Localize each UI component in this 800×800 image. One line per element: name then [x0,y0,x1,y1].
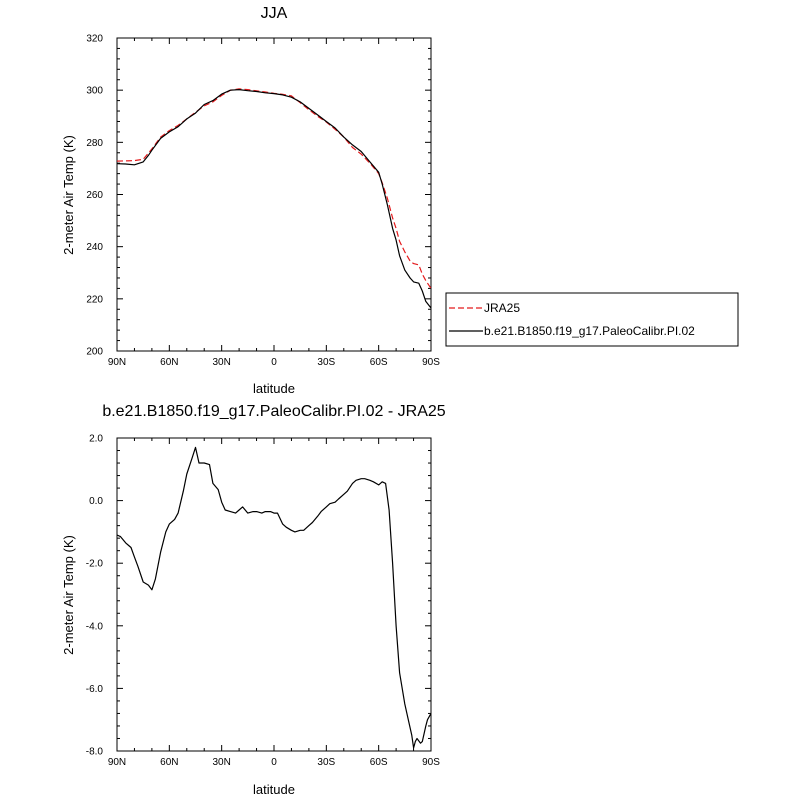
x-tick-label: 30N [212,357,230,368]
x-tick-label: 90N [108,357,126,368]
x-tick-label: 30S [317,757,335,768]
y-tick-label: -8.0 [86,747,104,758]
x-tick-label: 60N [160,757,178,768]
legend-frame [445,292,739,347]
y-tick-label: 280 [86,138,103,149]
y-ticks: -8.0 -6.0 -4.0 -2.0 0.0 2.0 [86,434,431,758]
x-tick-label: 30S [317,357,335,368]
series-lines [116,446,432,749]
x-tick-label: 0 [271,357,277,368]
y-tick-label: 260 [86,190,103,201]
x-tick-label: 60N [160,357,178,368]
series-lines [116,88,432,309]
y-ticks: 200 220 240 260 280 300 320 [86,34,431,358]
x-tick-label: 90N [108,757,126,768]
y-tick-label: -2.0 [86,559,104,570]
y-tick-label: 2.0 [89,434,103,445]
temperature-chart: JJA 90N 60N 30N 0 30S 60S 90S 200 220 240 260 280 3… [61,5,440,396]
y-tick-label: 0.0 [89,496,103,507]
x-tick-label: 90S [422,757,440,768]
x-ticks: 90N 60N 30N 0 30S 60S 90S [108,438,440,768]
y-tick-label: 320 [86,34,103,45]
x-tick-label: 0 [271,757,277,768]
x-tick-label: 30N [212,757,230,768]
series-line-jra25 [116,88,432,289]
legend-entry-jra25: JRA25 [484,301,520,315]
x-tick-label: 60S [370,357,388,368]
x-tick-label: 60S [370,757,388,768]
difference-chart: b.e21.B1850.f19_g17.PaleoCalibr.PI.02 - … [61,403,446,797]
y-axis-label: 2-meter Air Temp (K) [61,135,76,255]
plot-frame [116,437,432,752]
y-tick-label: 200 [86,347,103,358]
chart-title: JJA [261,5,288,22]
x-axis-label: latitude [253,381,295,396]
plot-frame [116,37,432,352]
chart-title: b.e21.B1850.f19_g17.PaleoCalibr.PI.02 - … [102,403,445,420]
x-axis-label: latitude [253,782,295,797]
y-axis-label: 2-meter Air Temp (K) [61,535,76,655]
series-line-model [116,88,432,309]
y-tick-label: 220 [86,294,103,305]
legend-entry-model: b.e21.B1850.f19_g17.PaleoCalibr.PI.02 [484,324,695,338]
y-tick-label: 300 [86,86,103,97]
series-line-model [116,446,432,749]
legend: JRA25 b.e21.B1850.f19_g17.PaleoCalibr.PI… [445,292,739,347]
y-tick-label: -4.0 [86,621,104,632]
x-tick-label: 90S [422,357,440,368]
y-tick-label: 240 [86,242,103,253]
y-tick-label: -6.0 [86,684,104,695]
x-ticks: 90N 60N 30N 0 30S 60S 90S [108,38,440,368]
